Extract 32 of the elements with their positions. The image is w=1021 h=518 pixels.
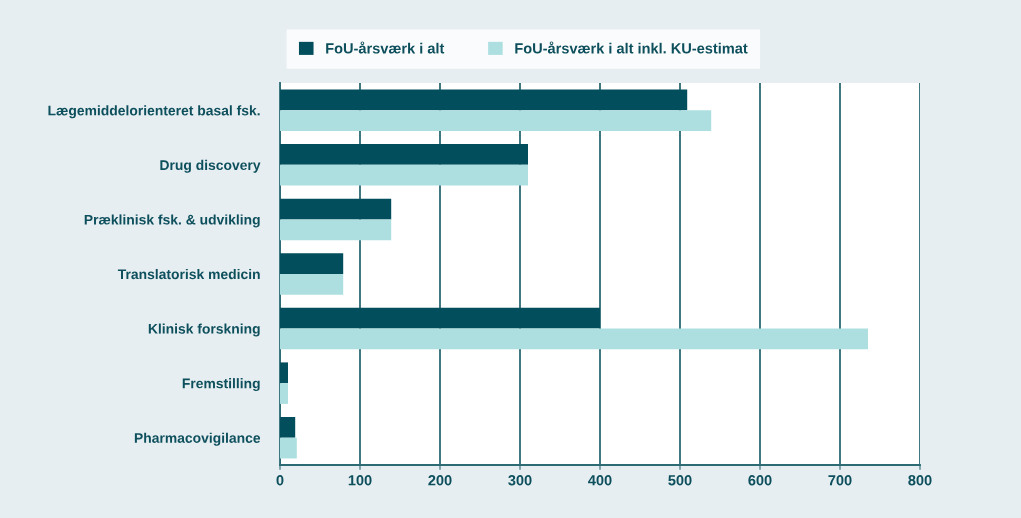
x-tick-label: 200: [428, 475, 452, 486]
y-tick-label: Lægemiddelorienteret basal fsk.: [48, 105, 260, 119]
bar: [280, 110, 712, 132]
bar: [280, 144, 528, 165]
legend-label: FoU-årsværk i alt inkl. KU-estimat: [515, 41, 748, 54]
bar: [280, 164, 528, 186]
x-tick-label: 800: [908, 475, 932, 486]
y-tick-label: Fremstilling: [182, 378, 260, 392]
x-tick-label: 500: [668, 475, 692, 486]
x-tick-label: 100: [348, 475, 372, 486]
x-tick-label: 300: [508, 475, 532, 486]
bar: [280, 219, 392, 241]
bar: [280, 416, 296, 438]
y-tick-label: Drug discovery: [160, 159, 261, 173]
x-tick-label: 400: [588, 475, 612, 486]
x-tick-label: 0: [276, 475, 284, 486]
y-tick-label: Præklinisk fsk. & udvikling: [84, 214, 260, 228]
bar: [280, 362, 288, 384]
bar: [280, 383, 288, 404]
y-tick-label: Pharmacovigilance: [134, 432, 261, 446]
y-tick-label: Translatorisk medicin: [117, 268, 260, 280]
bar: [280, 437, 297, 459]
bar: [280, 253, 344, 274]
bar: [280, 198, 392, 220]
y-tick-label: Klinisk forskning: [148, 323, 260, 337]
legend-label: FoU-årsværk i alt: [326, 41, 445, 54]
bar: [280, 89, 688, 111]
bar: [280, 274, 344, 295]
x-tick-label: 600: [748, 475, 772, 486]
bar: [280, 328, 868, 350]
x-tick-label: 700: [828, 475, 852, 486]
bar: [280, 307, 600, 329]
